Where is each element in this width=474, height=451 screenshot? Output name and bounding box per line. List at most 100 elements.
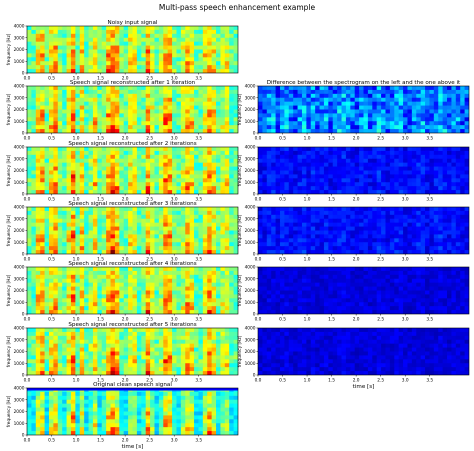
heatmap-cell: [97, 117, 103, 122]
heatmap-cell: [180, 246, 186, 251]
heatmap-cell: [66, 238, 72, 243]
heatmap-cell: [132, 391, 138, 397]
y-tick-label: 4000: [14, 205, 25, 211]
y-tick-label: 4000: [14, 84, 25, 90]
heatmap-cell: [48, 278, 54, 284]
heatmap-cell: [57, 29, 63, 35]
heatmap-cell: [438, 117, 444, 122]
heatmap-cell: [128, 33, 134, 39]
heatmap-cell: [211, 41, 217, 47]
heatmap-cell: [180, 57, 186, 62]
heatmap-cell: [233, 347, 238, 353]
heatmap-cell: [79, 162, 85, 168]
heatmap-cell: [101, 125, 107, 130]
heatmap-cell: [464, 101, 469, 107]
spectrogram-panel-R1: Difference between the spectrogram on th…: [237, 80, 470, 142]
heatmap-cell: [70, 399, 76, 405]
heatmap-cell: [132, 113, 138, 118]
heatmap-cell: [70, 178, 76, 183]
heatmap-cell: [216, 129, 222, 133]
heatmap-cell: [297, 117, 303, 122]
heatmap-cell: [220, 351, 226, 357]
heatmap-cell: [229, 234, 235, 239]
heatmap-cell: [447, 125, 453, 130]
heatmap-cell: [57, 158, 63, 164]
heatmap-cell: [97, 150, 103, 156]
heatmap-cell: [337, 86, 343, 91]
heatmap-cell: [185, 419, 191, 424]
heatmap-cell: [123, 65, 129, 70]
heatmap-cell: [62, 302, 68, 307]
heatmap-cell: [163, 113, 169, 118]
heatmap-cell: [35, 250, 41, 254]
heatmap-cell: [123, 431, 129, 435]
heatmap-cell: [128, 246, 134, 251]
heatmap-cell: [75, 113, 81, 118]
heatmap-cell: [53, 423, 59, 428]
heatmap-cell: [128, 49, 134, 55]
heatmap-cell: [180, 306, 186, 311]
heatmap-cell: [132, 355, 138, 360]
heatmap-cell: [40, 218, 46, 224]
heatmap-cell: [101, 214, 107, 220]
heatmap-cell: [101, 415, 107, 420]
heatmap-cell: [79, 286, 85, 292]
heatmap-cell: [84, 49, 90, 55]
heatmap-cell: [172, 391, 178, 397]
heatmap-cell: [84, 294, 90, 299]
heatmap-cell: [123, 359, 129, 364]
heatmap-cell: [202, 415, 208, 420]
heatmap-cell: [211, 270, 217, 276]
heatmap-cell: [198, 347, 204, 353]
heatmap-cell: [429, 147, 435, 152]
heatmap-cell: [62, 411, 68, 417]
heatmap-cell: [27, 367, 32, 372]
heatmap-cell: [163, 147, 169, 152]
heatmap-cell: [202, 399, 208, 405]
heatmap-cell: [185, 371, 191, 375]
heatmap-cell: [31, 26, 37, 31]
heatmap-cell: [40, 86, 46, 91]
heatmap-cell: [27, 125, 32, 130]
heatmap-cell: [385, 89, 391, 95]
heatmap-cell: [70, 230, 76, 236]
heatmap-cell: [66, 97, 72, 103]
heatmap-cell: [114, 226, 120, 232]
heatmap-cell: [233, 278, 238, 284]
heatmap-cell: [119, 125, 125, 130]
heatmap-cells: [27, 207, 238, 254]
heatmap-cell: [106, 328, 112, 333]
heatmap-cell: [97, 274, 103, 280]
heatmap-cell: [154, 306, 160, 311]
heatmap-cell: [145, 117, 151, 122]
heatmap-cell: [53, 154, 59, 160]
heatmap-cell: [106, 419, 112, 424]
heatmap-cell: [229, 61, 235, 66]
heatmap-cell: [53, 158, 59, 164]
heatmap-cell: [31, 335, 37, 341]
heatmap-cell: [345, 105, 351, 111]
heatmap-cell: [216, 117, 222, 122]
heatmap-cell: [27, 427, 32, 432]
heatmap-cell: [425, 105, 431, 111]
heatmap-cell: [132, 117, 138, 122]
heatmap-cell: [136, 274, 142, 280]
heatmap-cell: [62, 395, 68, 401]
heatmap-cell: [123, 343, 129, 349]
heatmap-cell: [123, 41, 129, 47]
heatmap-cell: [176, 355, 182, 360]
heatmap-cell: [79, 419, 85, 424]
heatmap-cell: [189, 363, 195, 368]
heatmap-cell: [167, 150, 173, 156]
heatmap-cell: [145, 178, 151, 183]
heatmap-cell: [167, 282, 173, 288]
heatmap-cell: [158, 190, 164, 194]
heatmap-cell: [35, 282, 41, 288]
heatmap-cell: [136, 190, 142, 194]
heatmap-cell: [31, 65, 37, 70]
heatmap-cell: [27, 174, 32, 179]
heatmap-cell: [207, 178, 213, 183]
heatmap-cell: [211, 267, 217, 272]
heatmap-cell: [163, 427, 169, 432]
heatmap-cell: [341, 147, 347, 152]
